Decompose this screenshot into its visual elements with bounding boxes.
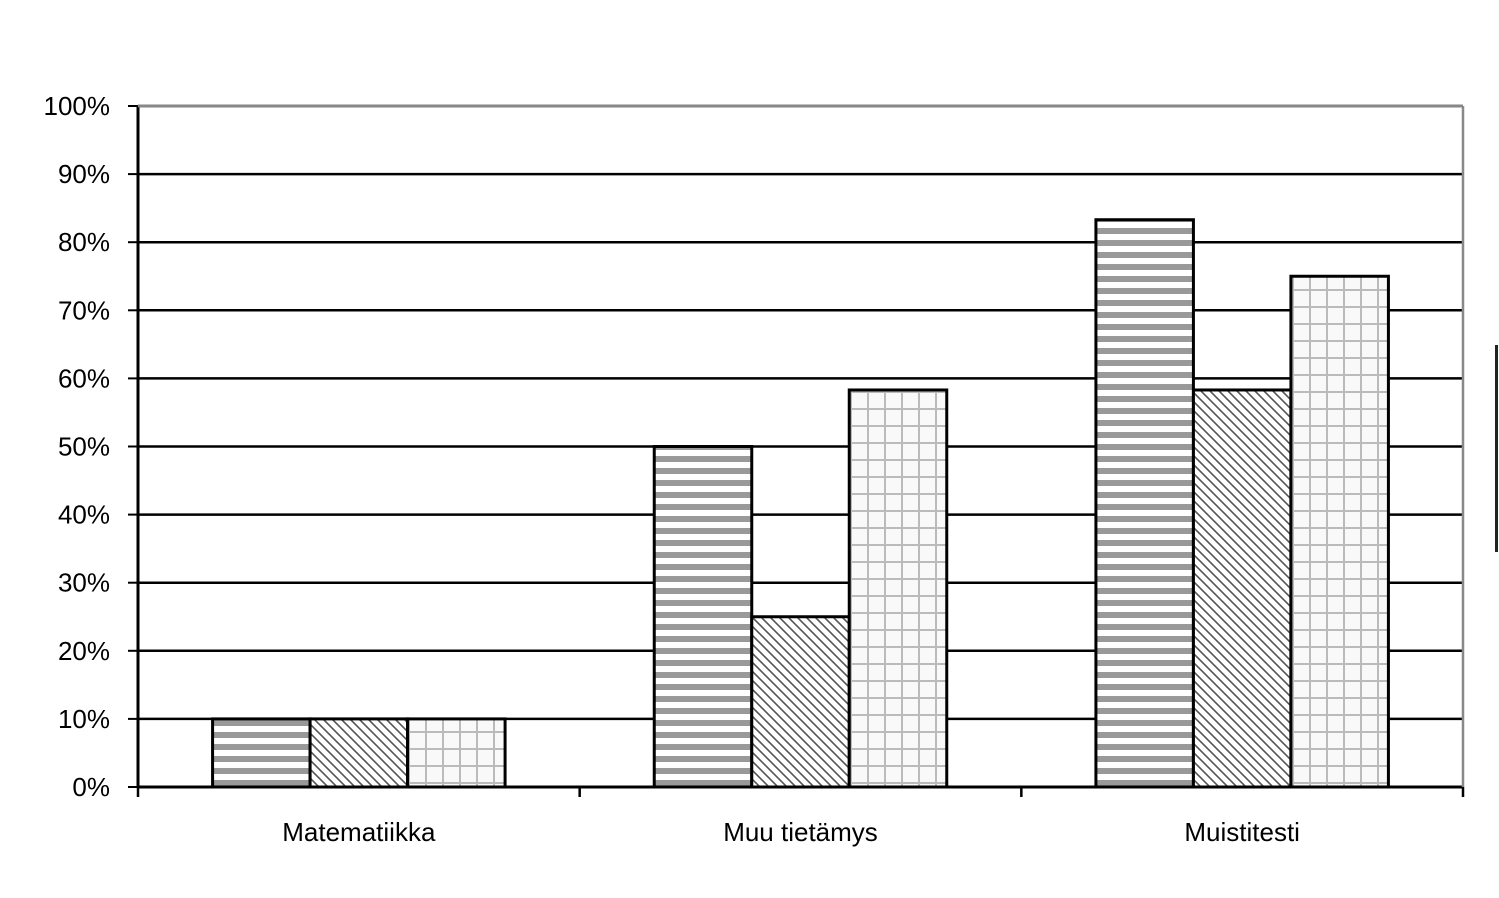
y-tick-label: 80% xyxy=(58,227,110,257)
bar xyxy=(652,445,754,789)
y-tick-label: 10% xyxy=(58,704,110,734)
labels: 0% 10% 20% 30% 40% 50% 60% 70% 80% 90% 100% Matemat… xyxy=(44,91,1300,847)
axes xyxy=(128,104,1465,797)
y-tick-label: 30% xyxy=(58,568,110,598)
y-tick-label: 50% xyxy=(58,432,110,462)
y-tick-label: 20% xyxy=(58,636,110,666)
y-tick-label: 70% xyxy=(58,295,110,325)
bar xyxy=(1191,388,1293,789)
x-category-label: Muistitesti xyxy=(1184,817,1300,847)
y-tick-label: 40% xyxy=(58,500,110,530)
bar xyxy=(406,717,507,789)
edge-line xyxy=(1495,345,1498,552)
bar xyxy=(308,717,410,789)
bar xyxy=(1094,218,1195,789)
bar xyxy=(211,717,312,789)
y-tick-label: 60% xyxy=(58,363,110,393)
bar xyxy=(847,388,949,789)
y-tick-label: 100% xyxy=(44,91,111,121)
bar xyxy=(750,615,851,789)
x-category-label: Muu tietämys xyxy=(723,817,878,847)
y-tick-label: 0% xyxy=(72,772,110,802)
bar xyxy=(1289,274,1390,789)
y-tick-label: 90% xyxy=(58,159,110,189)
bars xyxy=(211,218,1390,789)
x-category-label: Matematiikka xyxy=(282,817,436,847)
